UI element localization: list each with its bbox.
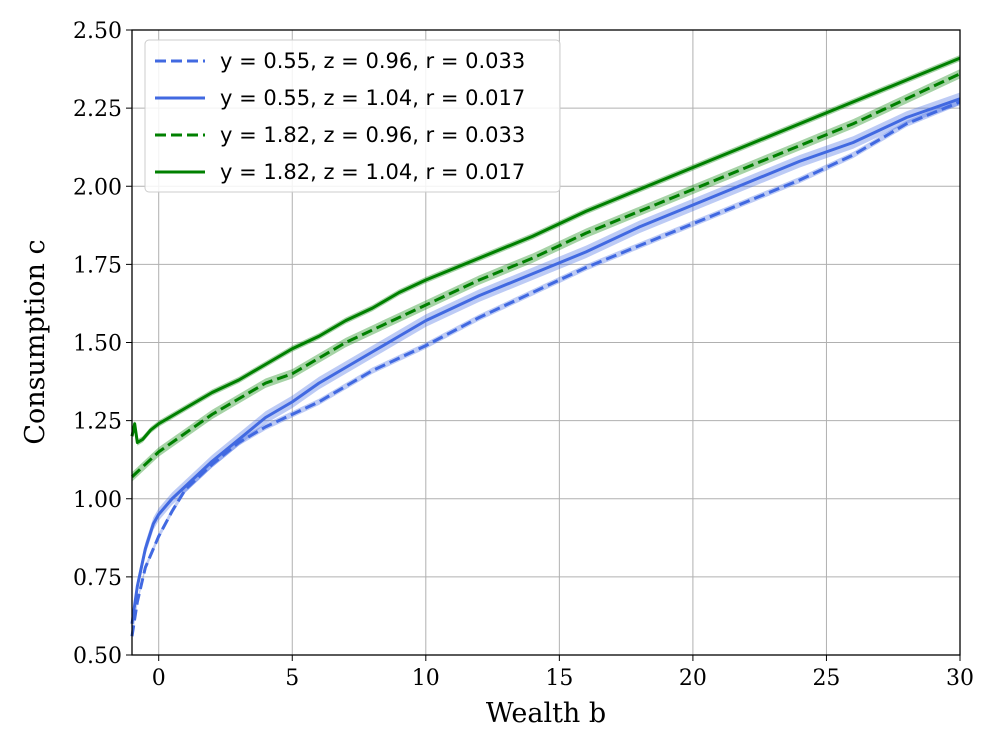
legend-entry: y = 1.82, z = 0.96, r = 0.033	[220, 123, 525, 147]
series-lines	[130, 56, 961, 637]
series-3-line	[130, 72, 961, 478]
y-tick-label: 1.50	[73, 332, 122, 357]
x-tick-label: 25	[812, 666, 840, 691]
x-tick-label: 0	[152, 666, 166, 691]
legend-entry: y = 0.55, z = 0.96, r = 0.033	[220, 49, 525, 73]
x-tick-label: 5	[285, 666, 299, 691]
y-tick-label: 2.00	[73, 175, 122, 200]
x-axis-label: Wealth b	[486, 698, 606, 729]
x-tick-label: 15	[545, 666, 573, 691]
x-axis-ticks: 0 5 10 15 20 25 30	[152, 655, 974, 691]
series-1-line	[130, 100, 961, 637]
y-tick-label: 2.25	[73, 97, 122, 122]
legend-entry: y = 0.55, z = 1.04, r = 0.017	[220, 86, 525, 110]
x-tick-label: 30	[946, 666, 974, 691]
confidence-bands	[132, 55, 960, 640]
legend: y = 0.55, z = 0.96, r = 0.033 y = 0.55, z…	[144, 39, 561, 193]
y-tick-label: 2.50	[73, 19, 122, 44]
series-4-band	[132, 55, 960, 446]
y-tick-label: 1.25	[73, 410, 122, 435]
legend-box	[144, 39, 561, 193]
x-tick-label: 20	[679, 666, 707, 691]
series-3-band	[132, 69, 960, 482]
legend-entry: y = 1.82, z = 1.04, r = 0.017	[220, 160, 525, 184]
y-axis-ticks: 0.50 0.75 1.00 1.25 1.50 1.75 2.00 2.25 2.50	[73, 19, 132, 669]
series-4-line	[130, 56, 961, 444]
y-tick-label: 0.75	[73, 566, 122, 591]
y-tick-label: 1.00	[73, 488, 122, 513]
y-axis-label: Consumption c	[20, 239, 51, 444]
y-tick-label: 1.75	[73, 253, 122, 278]
series-2-line	[130, 97, 961, 624]
y-tick-label: 0.50	[73, 644, 122, 669]
x-tick-label: 10	[412, 666, 440, 691]
